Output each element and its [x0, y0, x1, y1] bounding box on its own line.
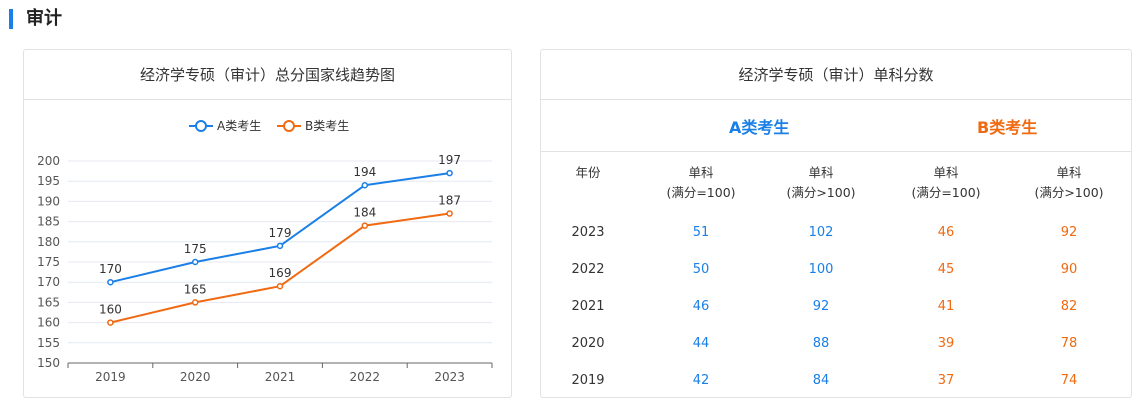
legend-label: A类考生	[217, 119, 261, 133]
year-cell: 2021	[571, 299, 605, 314]
data-label: 194	[353, 165, 376, 179]
b100-cell: 45	[937, 262, 955, 277]
b100-cell: 37	[937, 373, 955, 388]
trend-line-chart: 150 155 160 165 170 175 180 185 190 195 200 2019 202…	[37, 119, 493, 384]
col-header-year: 年份	[575, 165, 601, 180]
data-label: 160	[99, 303, 122, 317]
y-tick-label: 160	[37, 316, 60, 330]
legend-item: B类考生	[277, 119, 349, 133]
col-header-b100-line1: 单科	[933, 165, 959, 180]
data-label: 179	[269, 226, 292, 240]
col-header-b150-line1: 单科	[1056, 165, 1082, 180]
x-tick-label: 2020	[180, 370, 211, 384]
data-point	[446, 210, 453, 217]
b150-cell: 90	[1060, 262, 1078, 277]
legend-marker	[195, 120, 207, 132]
table-row: 2022 50 100 45 90	[541, 260, 1131, 280]
data-point	[107, 319, 114, 326]
data-label: 165	[184, 282, 207, 296]
x-tick-label: 2021	[265, 370, 296, 384]
data-point	[191, 299, 199, 306]
y-tick-label: 185	[37, 215, 60, 229]
data-point	[361, 181, 369, 189]
single-subject-title: 经济学专硕（审计）单科分数	[541, 50, 1131, 100]
col-header-a100-line1: 单科	[688, 165, 714, 180]
data-label: 175	[184, 242, 207, 256]
year-cell: 2022	[571, 262, 605, 277]
col-header-b100-line2: (满分=100)	[911, 185, 981, 200]
y-tick-label: 165	[37, 295, 60, 309]
table-row: 2023 51 102 46 92	[541, 223, 1131, 243]
y-tick-label: 200	[37, 154, 60, 168]
y-tick-label: 175	[37, 255, 60, 269]
a100-cell: 44	[692, 336, 710, 351]
y-tick-label: 180	[37, 235, 60, 249]
group-a-label: A类考生	[729, 118, 790, 137]
y-tick-label: 150	[37, 356, 60, 370]
x-tick-label: 2019	[95, 370, 126, 384]
a100-cell: 46	[692, 299, 710, 314]
group-header: A类考生 B类考生	[541, 100, 1131, 152]
a150-cell: 84	[812, 373, 830, 388]
year-cell: 2023	[571, 225, 605, 240]
data-label: 187	[438, 194, 461, 208]
a150-cell: 102	[808, 225, 834, 240]
y-tick-label: 195	[37, 174, 60, 188]
data-point	[276, 242, 284, 250]
col-header-a150-line1: 单科	[808, 165, 834, 180]
section-accent-bar	[9, 9, 13, 29]
b150-cell: 74	[1060, 373, 1078, 388]
b100-cell: 39	[937, 336, 955, 351]
b100-cell: 41	[937, 299, 955, 314]
year-cell: 2020	[571, 336, 605, 351]
data-point	[446, 169, 453, 177]
data-label: 170	[99, 262, 122, 276]
col-header-b150-line2: (满分>100)	[1034, 185, 1104, 200]
year-cell: 2019	[571, 373, 605, 388]
table-row: 2019 42 84 37 74	[541, 371, 1131, 391]
a100-cell: 51	[692, 225, 710, 240]
y-tick-label: 155	[37, 336, 60, 350]
data-label: 169	[269, 266, 292, 280]
legend-item: A类考生	[189, 119, 261, 133]
data-label: 197	[438, 153, 461, 167]
a100-cell: 50	[692, 262, 710, 277]
a150-cell: 100	[808, 262, 834, 277]
y-tick-label: 170	[37, 275, 60, 289]
section-title: 审计	[26, 8, 62, 29]
table-row: 2020 44 88 39 78	[541, 334, 1131, 354]
legend-label: B类考生	[305, 119, 349, 133]
a100-cell: 42	[692, 373, 710, 388]
legend-marker	[283, 120, 295, 132]
col-header-a100-line2: (满分=100)	[666, 185, 736, 200]
data-point	[361, 222, 369, 229]
data-point	[191, 258, 199, 266]
col-header-a150-line2: (满分>100)	[786, 185, 856, 200]
trend-chart-card: 经济学专硕（审计）总分国家线趋势图 150 155 160 165 170 175 180 1…	[23, 49, 512, 398]
data-point	[107, 278, 114, 286]
b150-cell: 92	[1060, 225, 1078, 240]
data-point	[276, 282, 284, 290]
b100-cell: 46	[937, 225, 955, 240]
b150-cell: 78	[1060, 336, 1078, 351]
trend-chart-title: 经济学专硕（审计）总分国家线趋势图	[24, 50, 511, 100]
single-subject-card: 经济学专硕（审计）单科分数 A类考生 B类考生 年份 单科 (满分=100) 单…	[540, 49, 1132, 398]
group-b-label: B类考生	[977, 118, 1038, 137]
b150-cell: 82	[1060, 299, 1078, 314]
y-tick-label: 190	[37, 194, 60, 208]
table-row: 2021 46 92 41 82	[541, 297, 1131, 317]
a150-cell: 92	[812, 299, 830, 314]
a150-cell: 88	[812, 336, 830, 351]
x-tick-label: 2022	[350, 370, 381, 384]
x-tick-label: 2023	[434, 370, 465, 384]
data-label: 184	[353, 206, 376, 220]
